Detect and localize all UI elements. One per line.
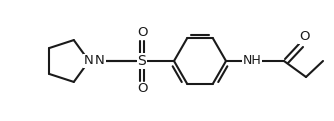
Text: O: O — [137, 26, 147, 39]
Text: N: N — [84, 54, 94, 68]
Text: NH: NH — [242, 54, 262, 68]
Text: N: N — [95, 54, 105, 68]
Text: O: O — [137, 83, 147, 95]
Text: O: O — [299, 30, 309, 44]
Text: S: S — [138, 54, 146, 68]
